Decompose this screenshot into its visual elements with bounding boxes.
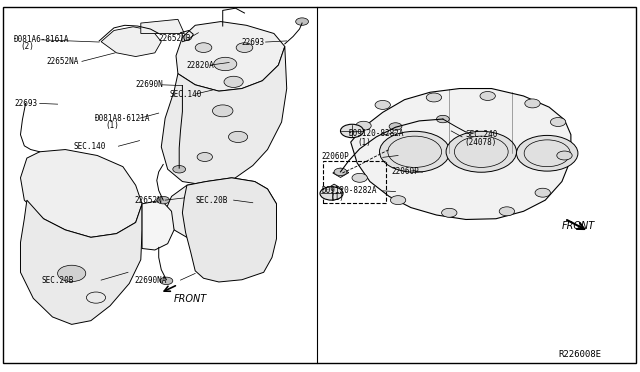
Circle shape	[58, 265, 86, 282]
Polygon shape	[20, 200, 142, 324]
Circle shape	[525, 99, 540, 108]
Text: 22652NA: 22652NA	[46, 57, 79, 66]
Circle shape	[340, 124, 364, 138]
Circle shape	[442, 208, 457, 217]
Text: 22693: 22693	[14, 99, 37, 108]
Text: R226008E: R226008E	[558, 350, 601, 359]
Polygon shape	[165, 178, 276, 248]
Circle shape	[390, 196, 406, 205]
Circle shape	[550, 118, 566, 126]
Text: 22690N: 22690N	[136, 80, 163, 89]
Text: Ð081A8-6121A: Ð081A8-6121A	[95, 114, 150, 123]
Polygon shape	[326, 184, 342, 193]
Circle shape	[499, 207, 515, 216]
Text: 22820A: 22820A	[186, 61, 214, 70]
Circle shape	[380, 131, 450, 172]
Polygon shape	[101, 27, 161, 57]
Text: SEC.20B: SEC.20B	[195, 196, 228, 205]
Polygon shape	[20, 150, 142, 237]
Polygon shape	[333, 168, 349, 177]
Circle shape	[334, 168, 347, 176]
Polygon shape	[142, 200, 174, 250]
Circle shape	[320, 187, 343, 200]
Text: (24078): (24078)	[465, 138, 497, 147]
Circle shape	[480, 92, 495, 100]
Text: Ð09120-8282A: Ð09120-8282A	[322, 186, 378, 195]
Text: 22652NB: 22652NB	[158, 34, 191, 43]
Polygon shape	[161, 46, 287, 185]
Circle shape	[228, 131, 248, 142]
Circle shape	[195, 43, 212, 52]
Text: SEC.20B: SEC.20B	[42, 276, 74, 285]
Circle shape	[212, 105, 233, 117]
Circle shape	[446, 131, 516, 172]
Circle shape	[352, 173, 367, 182]
Circle shape	[224, 76, 243, 87]
Text: SEC.140: SEC.140	[74, 142, 106, 151]
Text: SEC.140: SEC.140	[170, 90, 202, 99]
Text: (2): (2)	[20, 42, 35, 51]
Circle shape	[197, 153, 212, 161]
Circle shape	[436, 115, 449, 123]
Text: FRONT: FRONT	[174, 294, 207, 304]
Circle shape	[214, 57, 237, 71]
Text: SEC.240: SEC.240	[466, 130, 499, 139]
Text: FRONT: FRONT	[561, 221, 595, 231]
Text: Ð081A6-8161A: Ð081A6-8161A	[14, 35, 70, 44]
Circle shape	[296, 18, 308, 25]
Circle shape	[375, 100, 390, 109]
Circle shape	[389, 123, 402, 130]
Text: 22060P: 22060P	[392, 167, 419, 176]
Circle shape	[557, 151, 572, 160]
Text: Ð09120-8282A: Ð09120-8282A	[349, 129, 404, 138]
Circle shape	[173, 166, 186, 173]
Circle shape	[516, 135, 578, 171]
Circle shape	[426, 93, 442, 102]
Polygon shape	[351, 89, 571, 219]
Circle shape	[157, 196, 170, 204]
Circle shape	[236, 43, 253, 52]
Polygon shape	[182, 178, 276, 282]
Text: 22652N: 22652N	[134, 196, 162, 205]
Text: (1): (1)	[357, 138, 371, 147]
Text: 22060P: 22060P	[322, 153, 349, 161]
Polygon shape	[176, 22, 285, 91]
Text: 22693: 22693	[241, 38, 264, 46]
Text: (1): (1)	[106, 121, 120, 130]
Circle shape	[160, 277, 173, 285]
Circle shape	[535, 188, 550, 197]
Polygon shape	[141, 19, 184, 33]
Text: (1): (1)	[330, 193, 344, 202]
Circle shape	[356, 121, 371, 130]
Text: 22690NA: 22690NA	[134, 276, 167, 285]
